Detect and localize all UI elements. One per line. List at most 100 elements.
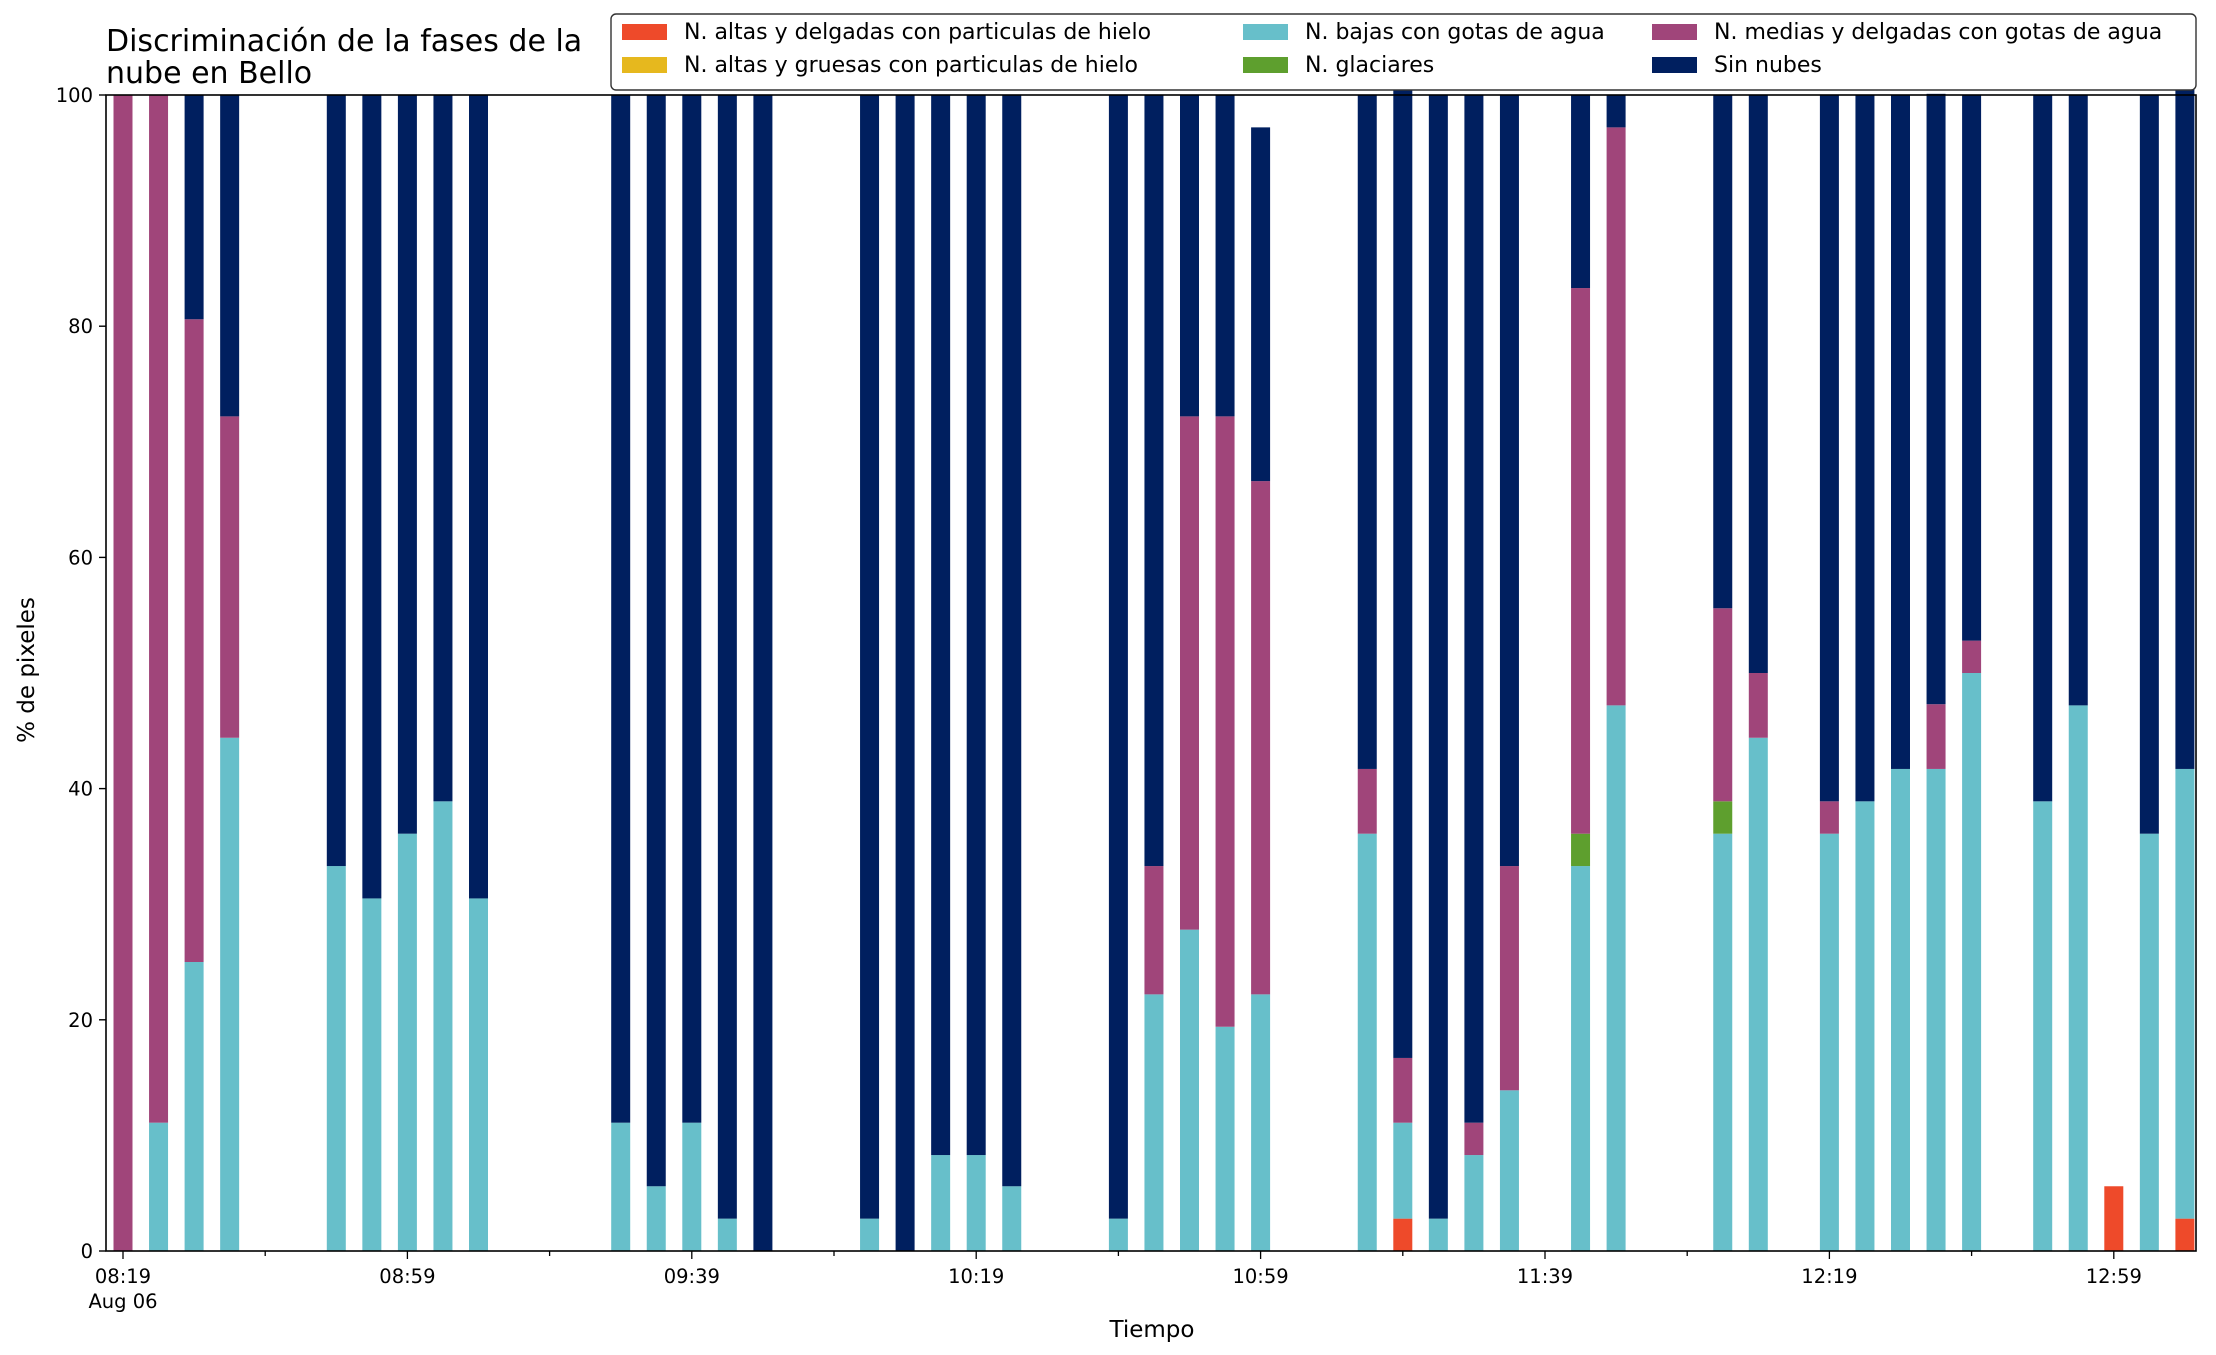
legend-swatch [1243, 24, 1288, 40]
axes-layer: 0 20 40 60 80 100 08:19 08:59 09:39 10:19 10:59 11:… [56, 84, 2197, 1313]
bar-segment [1499, 866, 1519, 1091]
y-tick-label: 20 [68, 1009, 93, 1032]
bar-segment [1571, 288, 1591, 834]
legend-swatch [622, 24, 667, 40]
bar-segment [1215, 95, 1235, 417]
bar-segment [1499, 1090, 1519, 1251]
bar-segment [1891, 95, 1910, 769]
x-tick-label: 10:59 [1232, 1265, 1288, 1288]
bar-segment [2175, 768, 2195, 1219]
bar-segment [1606, 95, 1626, 128]
bar-segment [2175, 62, 2195, 769]
bar-segment [1606, 705, 1626, 1251]
legend-label: N. medias y delgadas con gotas de agua [1714, 20, 2162, 45]
bar-segment [1180, 929, 1199, 1251]
bar-segment [1962, 95, 1982, 641]
bar-segment [1571, 866, 1591, 1251]
bar-segment [1962, 673, 1982, 1251]
bar-segment [362, 898, 382, 1251]
bar-segment [1891, 768, 1910, 1251]
bar-segment [1713, 95, 1733, 609]
bar-segment [2139, 833, 2159, 1251]
bar-segment [1855, 801, 1875, 1251]
bar-segment [2175, 1218, 2195, 1251]
bar-segment [1144, 994, 1164, 1251]
bar-segment [1251, 127, 1271, 482]
bar-segment [1713, 608, 1733, 802]
bar-segment [1108, 1218, 1128, 1251]
bar-segment [1713, 801, 1733, 834]
bar-segment [682, 1122, 702, 1251]
bar-segment [1002, 95, 1022, 1187]
bar-segment [184, 962, 204, 1251]
bar-segment [1606, 127, 1626, 706]
y-tick-label: 80 [68, 315, 93, 338]
x-tick-label: 08:19 [95, 1265, 151, 1288]
bar-segment [1393, 1218, 1413, 1251]
x-tick-label: 08:59 [379, 1265, 435, 1288]
bar-segment [1357, 95, 1377, 769]
bar-segment [1713, 833, 1733, 1251]
legend-swatch [1243, 57, 1288, 73]
bar-segment [2104, 1186, 2124, 1251]
bar-segment [149, 95, 169, 1123]
bar-segment [1393, 1057, 1413, 1123]
legend-label: Sin nubes [1714, 53, 1822, 78]
bar-segment [1748, 737, 1768, 1251]
bar-segment [1464, 95, 1484, 1123]
bar-segment [931, 1155, 951, 1251]
legend-label: N. altas y delgadas con particulas de hi… [684, 20, 1151, 45]
legend-label: N. bajas con gotas de agua [1305, 20, 1605, 45]
bar-segment [1464, 1122, 1484, 1156]
y-axis-label: % de pixeles [14, 597, 40, 743]
bar-segment [184, 95, 204, 320]
legend-swatch [622, 57, 667, 73]
bar-segment [220, 416, 240, 738]
bar-segment [1819, 801, 1839, 834]
y-tick-label: 40 [68, 778, 93, 801]
bar-segment [433, 801, 453, 1251]
bar-segment [1819, 833, 1839, 1251]
x-tick-date-label: Aug 06 [88, 1290, 157, 1313]
bar-segment [1215, 416, 1235, 1027]
legend: N. altas y delgadas con particulas de hi… [610, 13, 2197, 91]
bar-segment [1180, 416, 1199, 930]
y-tick-label: 0 [81, 1240, 93, 1263]
x-axis-label: Tiempo [1109, 1317, 1195, 1343]
x-tick-label: 09:39 [664, 1265, 720, 1288]
legend-swatch [1652, 24, 1697, 40]
legend-label: N. glaciares [1305, 53, 1434, 78]
bar-segment [1748, 673, 1768, 738]
bar-segment [1251, 481, 1271, 995]
bar-segment [931, 95, 951, 1156]
bar-segment [469, 898, 488, 1251]
legend-label: N. altas y gruesas con particulas de hie… [684, 53, 1138, 78]
bar-segment [220, 737, 240, 1251]
bar-segment [1926, 768, 1946, 1251]
bar-segment [1428, 95, 1448, 1219]
bar-segment [860, 95, 880, 1219]
bars-layer [113, 62, 2195, 1251]
chart-title-line-1: Discriminación de la fases de la [106, 24, 582, 59]
bar-segment [1819, 95, 1839, 802]
bar-segment [1002, 1186, 1022, 1251]
bar-segment [2033, 801, 2053, 1251]
bar-segment [433, 95, 453, 802]
bar-segment [397, 95, 417, 834]
chart-title-line-2: nube en Bello [106, 56, 312, 91]
bar-segment [184, 319, 204, 962]
bar-segment [1144, 95, 1164, 867]
bar-segment [1393, 62, 1413, 1058]
y-tick-label: 60 [68, 546, 93, 569]
bar-segment [2033, 95, 2053, 802]
x-tick-label: 10:19 [948, 1265, 1004, 1288]
x-tick-label: 11:39 [1517, 1265, 1573, 1288]
bar-segment [611, 95, 631, 1123]
bar-segment [717, 1218, 737, 1251]
x-tick-label: 12:59 [2086, 1265, 2142, 1288]
bar-segment [611, 1122, 631, 1251]
bar-segment [2139, 95, 2159, 834]
bar-segment [860, 1218, 880, 1251]
